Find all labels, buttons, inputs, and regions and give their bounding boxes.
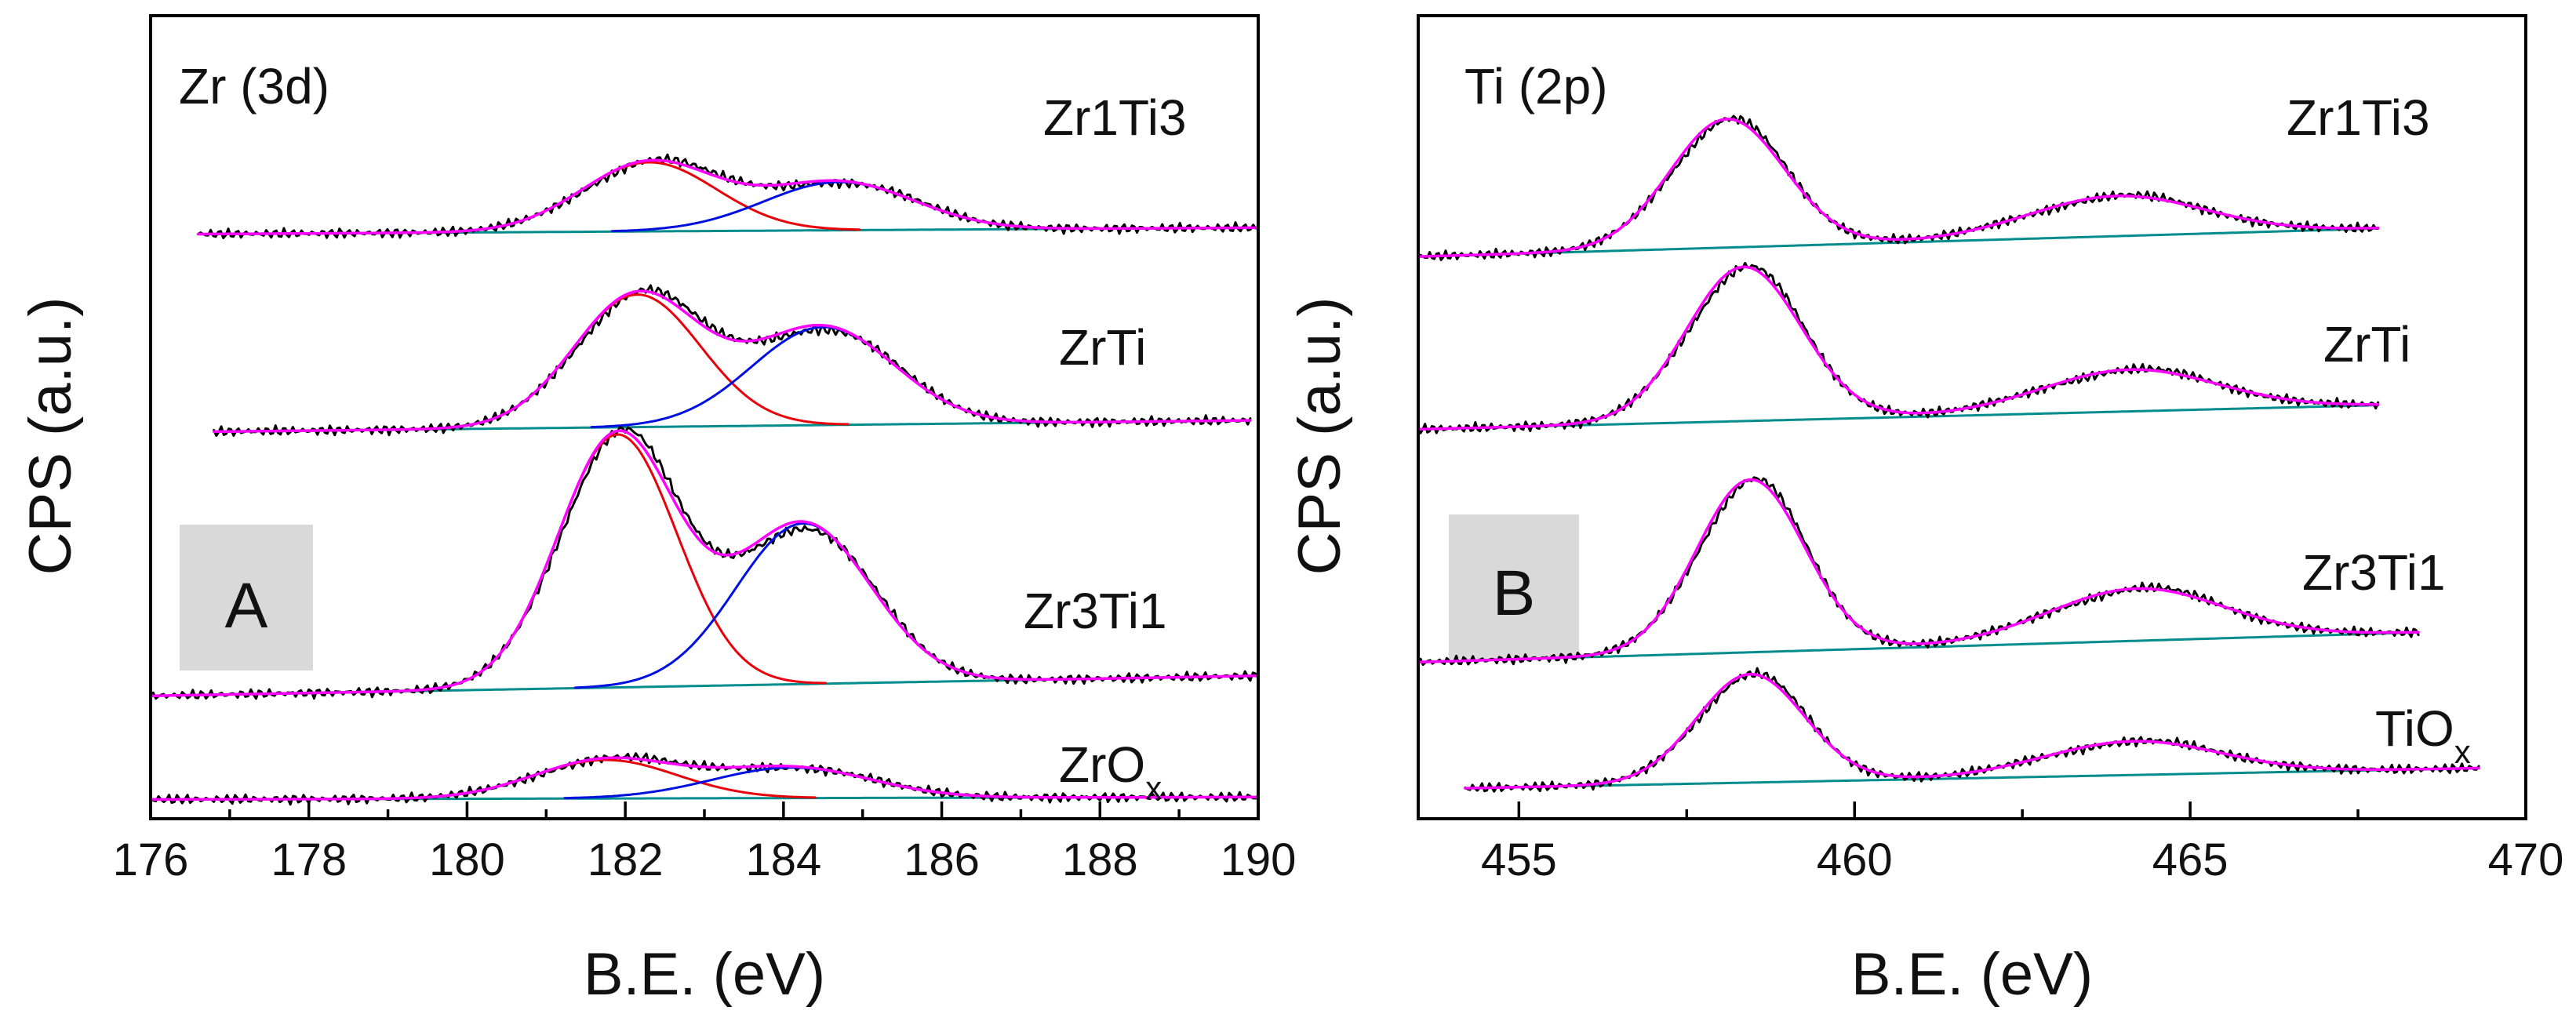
panel-b-label: B: [1493, 558, 1536, 629]
panel-b-tick-label: 465: [2152, 834, 2229, 885]
panel-b-tiox-background-line: [1464, 767, 2480, 790]
panel-b-tiox-envelope-line: [1464, 672, 2480, 790]
panel-a-x-axis-title: B.E. (eV): [584, 941, 825, 1008]
panel-a-zr3ti1-peak-3d52-line: [408, 433, 828, 692]
panel-b-tick-label: 470: [2488, 834, 2564, 885]
panel-b-series-label-tiox-subscript: x: [2454, 733, 2471, 770]
panel-a-label-box: [180, 525, 313, 671]
panel-a-tick-label: 180: [429, 834, 505, 885]
panel-a-zr1ti3-peak-3d52-line: [436, 161, 861, 234]
panel-a-zrti-envelope-line: [212, 289, 1252, 434]
panel-a-zrox-measured-line: [149, 752, 1260, 806]
panel-a-series-zrox: [149, 752, 1260, 806]
panel-b-series-tiox: [1464, 667, 2480, 793]
panel-b-y-axis-title: CPS (a.u.): [1286, 297, 1353, 576]
panel-a-zr3ti1-envelope-line: [149, 429, 1260, 698]
panel-a-series-label-zr1ti3: Zr1Ti3: [1043, 89, 1187, 146]
panel-b-series-label-zr3ti1: Zr3Ti1: [2302, 544, 2446, 601]
panel-b-series-label-zr1ti3: Zr1Ti3: [2287, 89, 2430, 146]
panel-a: A Zr (3d) Zr1Ti3 ZrTi Zr3Ti1 ZrOx 176 178…: [17, 14, 1297, 1008]
panel-a-zrox-envelope-line: [149, 756, 1260, 801]
panel-a-zrti-peak-3d52-line: [424, 293, 850, 431]
panel-b-series-zr1ti3: [1417, 114, 2380, 261]
panel-b-x-axis-title: B.E. (eV): [1851, 941, 2093, 1008]
panel-b-tiox-measured-line: [1464, 667, 2480, 793]
panel-b-series-zrti: [1417, 262, 2380, 434]
panel-b-zrti-background-line: [1417, 404, 2380, 431]
panel-b-series-zr3ti1: [1417, 476, 2420, 667]
panel-b-series-label-tiox: TiOx: [2375, 700, 2471, 770]
panel-a-series-label-zrox-subscript: x: [1145, 769, 1162, 806]
panel-a-plot: [149, 153, 1260, 806]
panel-b-frame: [1417, 14, 2527, 820]
panel-a-tick-label: 190: [1221, 834, 1297, 885]
panel-b-zrti-envelope-line: [1417, 265, 2380, 431]
panel-b-tick-label: 460: [1817, 834, 1893, 885]
panel-a-label: A: [225, 570, 268, 642]
panel-b-x-axis: 455 460 465 470: [1481, 801, 2563, 885]
panel-a-zr3ti1-peak-3d32-line: [573, 522, 1033, 689]
panel-a-annotation: Zr (3d): [179, 58, 329, 114]
panel-a-x-axis: 176 178 180 182 184 186 188 190: [113, 801, 1297, 885]
panel-a-series-label-zr3ti1: Zr3Ti1: [1024, 583, 1167, 639]
panel-b: B Ti (2p) Zr1Ti3 ZrTi Zr3Ti1 TiOx 455 460…: [1286, 14, 2563, 1008]
panel-b-annotation: Ti (2p): [1464, 58, 1608, 114]
panel-a-tick-label: 186: [904, 834, 980, 885]
panel-b-zr3ti1-background-line: [1417, 631, 2420, 663]
panel-a-y-axis-title: CPS (a.u.): [17, 297, 84, 576]
panel-a-series-label-zrti: ZrTi: [1059, 319, 1146, 376]
panel-a-tick-label: 182: [588, 834, 664, 885]
panel-a-tick-label: 188: [1062, 834, 1138, 885]
panel-a-series-label-zrox: ZrOx: [1059, 736, 1162, 806]
panel-b-series-label-zrti: ZrTi: [2323, 316, 2410, 373]
panel-a-zr1ti3-measured-line: [197, 153, 1260, 239]
panel-a-series-zr3ti1: [149, 426, 1260, 700]
panel-a-series-zr1ti3: [196, 153, 1260, 239]
panel-a-zrti-peak-3d32-line: [590, 325, 1054, 429]
panel-b-plot: [1417, 114, 2480, 793]
panel-a-series-zrti: [212, 284, 1252, 437]
panel-a-tick-label: 178: [271, 834, 347, 885]
panel-a-zr1ti3-envelope-line: [196, 158, 1260, 236]
panel-a-tick-label: 184: [745, 834, 821, 885]
panel-b-zr3ti1-envelope-line: [1417, 478, 2420, 664]
panel-a-tick-label: 176: [113, 834, 189, 885]
panel-b-label-box: [1449, 514, 1579, 659]
panel-a-zr3ti1-measured-line: [149, 426, 1260, 700]
panel-b-tick-label: 455: [1481, 834, 1557, 885]
panel-b-zr1ti3-envelope-line: [1417, 118, 2380, 258]
